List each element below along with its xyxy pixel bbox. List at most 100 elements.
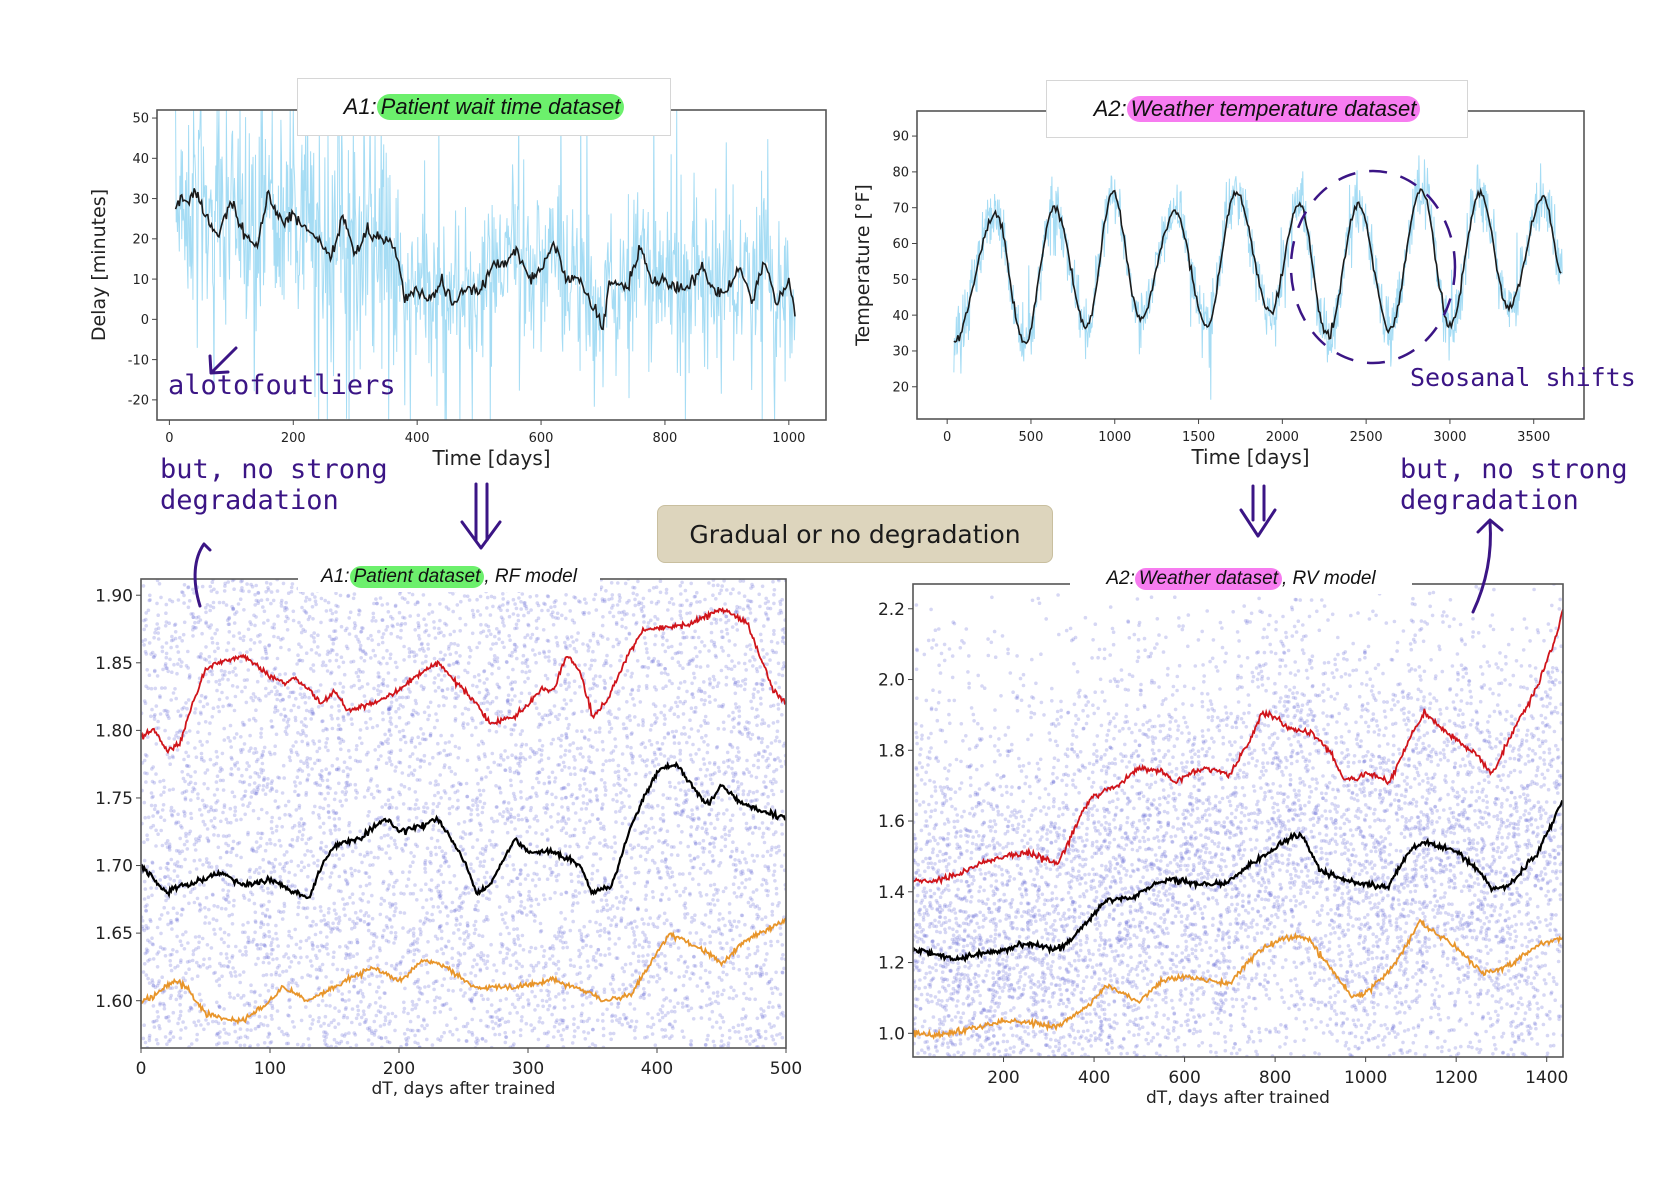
scatter-point	[733, 680, 738, 685]
scatter-point	[692, 918, 697, 922]
scatter-point	[734, 863, 738, 867]
scatter-point	[561, 974, 565, 979]
scatter-point	[601, 802, 605, 806]
scatter-point	[424, 659, 428, 664]
scatter-point	[182, 947, 187, 951]
scatter-point	[292, 703, 296, 708]
scatter-point	[642, 613, 646, 618]
scatter-point	[612, 783, 616, 787]
scatter-point	[286, 591, 291, 595]
scatter-point	[443, 621, 447, 626]
scatter-point	[542, 601, 546, 606]
scatter-point	[510, 698, 514, 702]
scatter-point	[516, 813, 521, 817]
scatter-point	[412, 854, 416, 859]
scatter-point	[143, 771, 147, 775]
scatter-point	[751, 926, 756, 930]
scatter-point	[676, 660, 681, 664]
scatter-point	[143, 650, 148, 654]
scatter-point	[717, 918, 721, 922]
scatter-point	[148, 957, 152, 962]
scatter-point	[554, 1020, 558, 1024]
scatter-point	[618, 880, 622, 884]
scatter-point	[753, 951, 757, 956]
scatter-point	[576, 874, 581, 879]
scatter-point	[427, 713, 432, 718]
scatter-point	[436, 905, 441, 909]
scatter-point	[226, 944, 231, 949]
scatter-point	[551, 615, 555, 619]
scatter-point	[709, 821, 713, 826]
scatter-point	[219, 819, 223, 824]
x-tick-label: 0	[943, 430, 951, 445]
scatter-point	[681, 701, 686, 706]
scatter-point	[482, 696, 487, 701]
scatter-point	[418, 759, 423, 763]
scatter-point	[389, 733, 393, 737]
scatter-point	[297, 824, 302, 828]
scatter-point	[602, 827, 606, 832]
scatter-point	[564, 687, 569, 692]
scatter-point	[683, 732, 687, 736]
scatter-point	[360, 626, 364, 630]
scatter-point	[403, 621, 408, 626]
scatter-point	[442, 748, 447, 753]
scatter-point	[602, 907, 606, 912]
scatter-point	[174, 917, 179, 922]
scatter-point	[461, 830, 466, 834]
scatter-point	[614, 792, 619, 797]
scatter-point	[650, 760, 655, 765]
scatter-point	[417, 623, 421, 628]
scatter-point	[507, 634, 512, 638]
scatter-point	[604, 589, 608, 593]
scatter-point	[758, 604, 762, 609]
scatter-point	[594, 852, 599, 856]
scatter-point	[780, 970, 785, 975]
scatter-point	[687, 871, 692, 876]
scatter-point	[381, 681, 385, 685]
scatter-point	[719, 588, 723, 593]
scatter-point	[524, 1021, 529, 1026]
scatter-point	[545, 988, 549, 993]
scatter-point	[175, 917, 179, 921]
scatter-point	[299, 732, 303, 737]
scatter-point	[601, 1033, 606, 1038]
scatter-point	[564, 593, 568, 597]
scatter-point	[697, 686, 702, 691]
scatter-point	[538, 921, 543, 926]
scatter-point	[225, 696, 229, 700]
scatter-point	[222, 940, 226, 945]
scatter-point	[753, 1038, 758, 1042]
scatter-point	[670, 870, 674, 875]
scatter-point	[251, 692, 256, 696]
scatter-point	[384, 938, 389, 943]
scatter-point	[292, 672, 296, 676]
scatter-point	[757, 736, 761, 741]
scatter-point	[693, 629, 697, 634]
scatter-point	[650, 845, 654, 849]
scatter-point	[286, 616, 290, 621]
scatter-point	[316, 689, 321, 693]
scatter-point	[286, 723, 291, 728]
scatter-point	[750, 871, 754, 875]
scatter-point	[518, 757, 522, 761]
scatter-point	[498, 812, 502, 816]
scatter-point	[600, 807, 604, 811]
scatter-point	[664, 886, 668, 890]
chart-A1-bottom: 0 100 200 300 400 5001.601.651.701.751.801.85…	[95, 578, 802, 1099]
scatter-point	[510, 686, 514, 691]
scatter-point	[444, 945, 449, 949]
scatter-point	[202, 759, 206, 763]
scatter-point	[695, 590, 699, 595]
scatter-point	[425, 846, 430, 851]
scatter-point	[592, 771, 596, 776]
scatter-point	[463, 832, 468, 836]
scatter-point	[519, 1018, 524, 1023]
scatter-point	[422, 759, 427, 764]
scatter-point	[444, 605, 449, 609]
scatter-point	[463, 668, 467, 673]
scatter-point	[179, 988, 183, 993]
scatter-point	[780, 832, 784, 836]
scatter-point	[566, 726, 570, 730]
scatter-point	[205, 603, 210, 607]
